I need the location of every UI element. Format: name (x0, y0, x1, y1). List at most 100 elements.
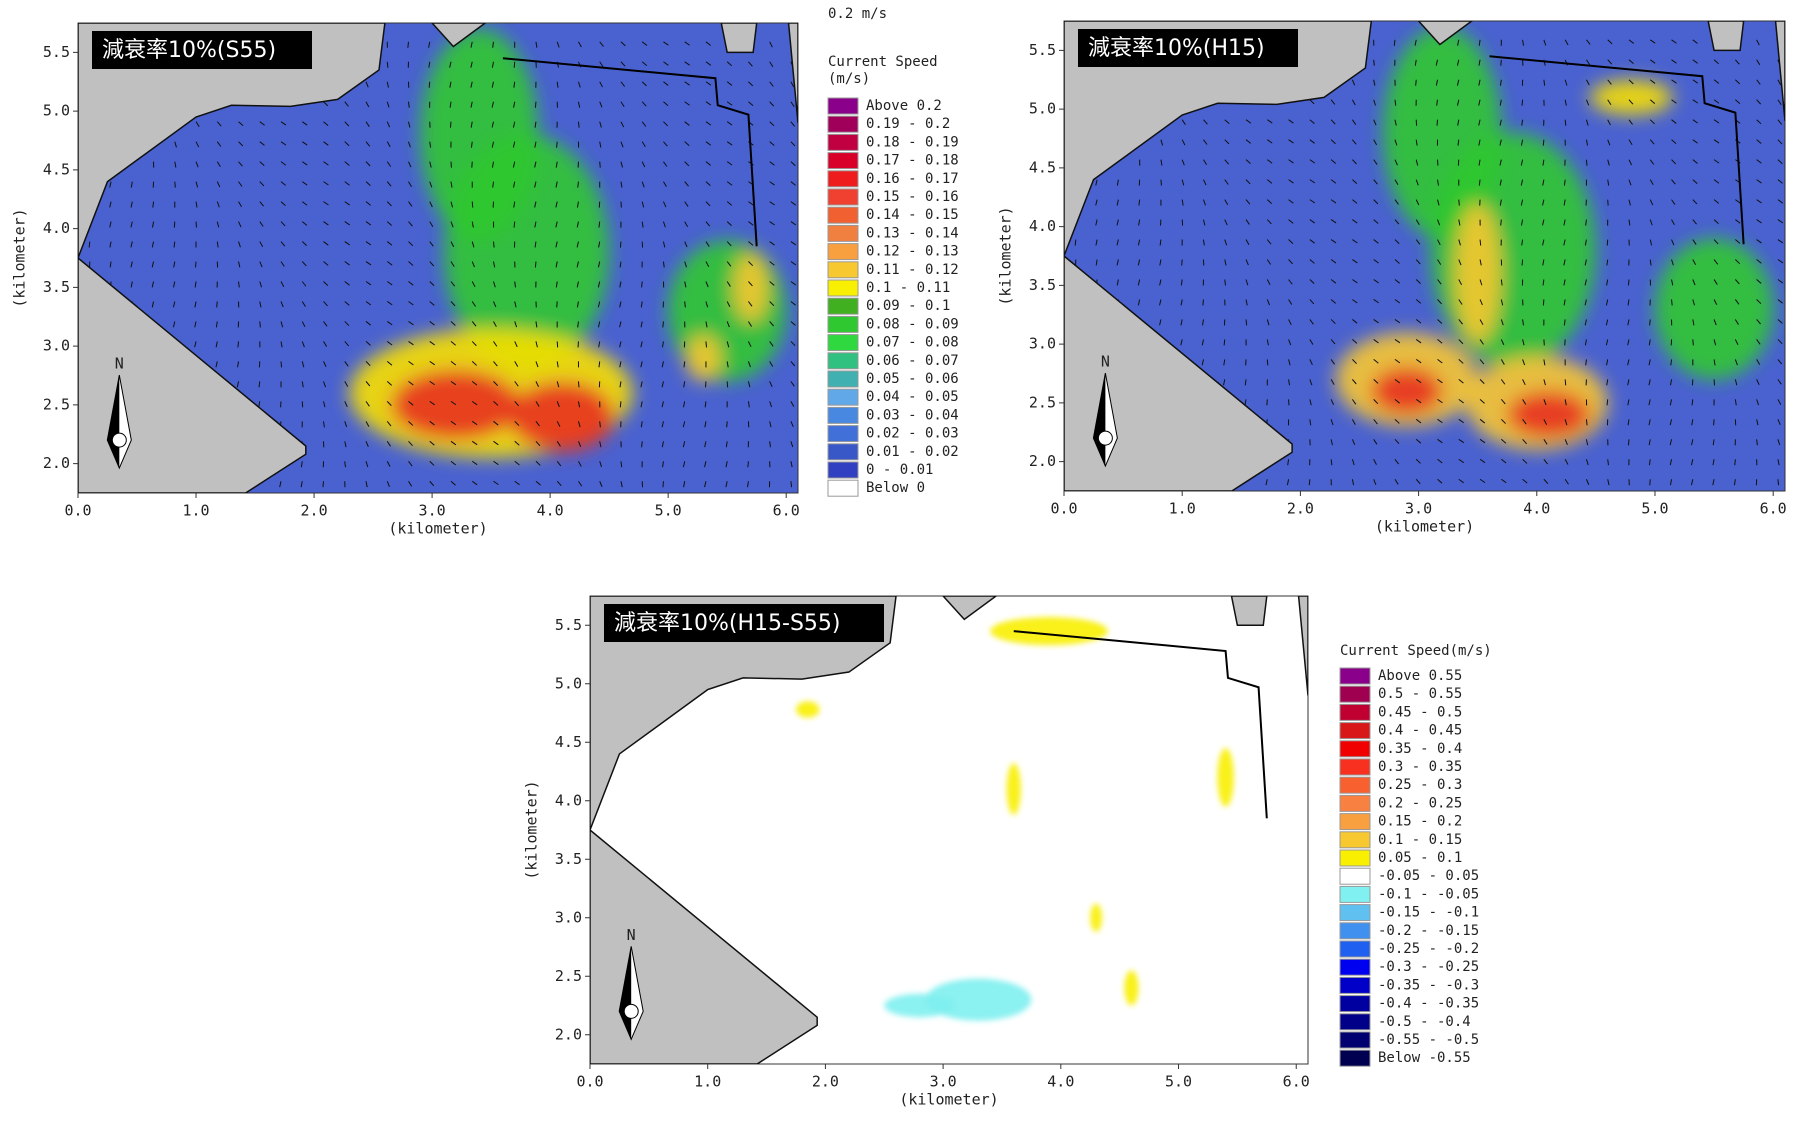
north-label: N (115, 355, 124, 373)
current-arrow (1564, 119, 1567, 126)
legend-swatch (1339, 1031, 1371, 1049)
legend-swatch (827, 152, 859, 170)
current-arrow (1203, 199, 1206, 206)
speed-zone (1454, 203, 1502, 345)
current-arrow (130, 241, 133, 248)
current-arrow (1648, 359, 1651, 366)
current-arrow (429, 141, 432, 148)
current-arrow (684, 41, 690, 46)
current-arrow (577, 181, 579, 188)
current-arrow (1648, 399, 1651, 406)
current-arrow (1734, 399, 1737, 406)
speed-zone (1371, 367, 1443, 415)
y-tick-label: 3.5 (43, 278, 70, 296)
current-arrow (344, 201, 350, 206)
current-arrow (450, 261, 455, 267)
current-arrow (323, 161, 329, 166)
current-arrow (769, 61, 774, 68)
current-arrow (408, 420, 414, 426)
current-arrow (1095, 179, 1098, 186)
current-arrow (1352, 179, 1358, 185)
current-arrow (450, 361, 457, 366)
current-arrow (408, 281, 414, 286)
current-arrow (1394, 99, 1397, 106)
current-arrow (790, 121, 796, 127)
current-arrow (599, 481, 603, 487)
current-arrow (555, 181, 558, 188)
current-arrow (365, 81, 369, 88)
current-arrow (344, 461, 347, 468)
current-arrow (1137, 259, 1141, 266)
current-arrow (619, 321, 622, 328)
current-arrow (726, 361, 729, 368)
current-arrow (1202, 219, 1206, 226)
current-arrow (259, 321, 261, 328)
current-arrow (1671, 59, 1677, 64)
current-arrow (109, 221, 112, 228)
current-arrow (1542, 279, 1545, 286)
current-arrow (1415, 199, 1420, 206)
current-arrow (1479, 359, 1485, 365)
current-arrow (620, 461, 623, 468)
current-arrow (493, 301, 497, 308)
current-arrow (1288, 299, 1293, 305)
current-arrow (323, 341, 328, 347)
current-arrow (1777, 199, 1784, 204)
current-arrow (1159, 259, 1162, 266)
current-arrow (365, 141, 371, 147)
current-arrow (1479, 339, 1484, 345)
current-arrow (1564, 459, 1569, 465)
current-arrow (1756, 219, 1762, 224)
current-arrow (1627, 339, 1630, 346)
current-arrow (1542, 259, 1545, 266)
current-arrow (555, 261, 558, 268)
current-arrow (1352, 359, 1357, 365)
current-arrow (1735, 259, 1741, 265)
panel-title: 減衰率10%(H15-S55) (614, 611, 841, 636)
legend-label: 0.1 - 0.15 (1378, 832, 1462, 848)
current-arrow (1265, 479, 1268, 486)
current-arrow (1330, 439, 1333, 446)
map-panel: 減衰率10%(H15) N 0.0 1.0 2.0 3.0 4.0 5.0 6.0 2.0 2.5 3… (997, 20, 1787, 536)
current-arrow (534, 101, 537, 108)
current-arrow (1309, 219, 1316, 224)
current-arrow (661, 341, 664, 348)
breakwater (1489, 55, 1745, 245)
legend-label: 0.3 - 0.35 (1378, 759, 1462, 775)
current-arrow (1520, 179, 1524, 186)
current-arrow (1585, 359, 1587, 366)
current-arrow (1607, 59, 1613, 65)
current-arrow (1288, 259, 1293, 265)
current-arrow (1266, 279, 1271, 286)
current-arrow (1669, 419, 1673, 426)
current-arrow (1414, 39, 1417, 46)
current-arrow (769, 401, 773, 408)
current-arrow (1606, 379, 1609, 386)
current-arrow (323, 381, 326, 388)
current-arrow (662, 241, 666, 248)
current-arrow (1756, 99, 1762, 105)
current-arrow (1457, 99, 1460, 106)
current-arrow (216, 301, 218, 308)
current-arrow (620, 481, 623, 488)
current-arrow (1415, 179, 1419, 186)
current-arrow (450, 221, 454, 228)
y-tick-label: 3.0 (1029, 335, 1056, 353)
legend-label: 0.4 - 0.45 (1378, 723, 1462, 739)
current-arrow (1584, 339, 1587, 346)
legend-swatch (827, 170, 859, 188)
current-arrow (790, 181, 796, 186)
current-arrow (683, 481, 686, 488)
current-arrow (408, 261, 414, 266)
current-arrow (408, 380, 414, 386)
current-arrow (1563, 299, 1566, 306)
current-arrow (216, 181, 221, 188)
current-arrow (408, 460, 413, 467)
current-arrow (1627, 359, 1630, 366)
current-arrow (1245, 279, 1249, 286)
current-arrow (1373, 139, 1378, 146)
current-arrow (1670, 359, 1673, 366)
current-arrow (640, 301, 643, 308)
current-arrow (1628, 39, 1635, 44)
current-arrow (641, 141, 646, 148)
